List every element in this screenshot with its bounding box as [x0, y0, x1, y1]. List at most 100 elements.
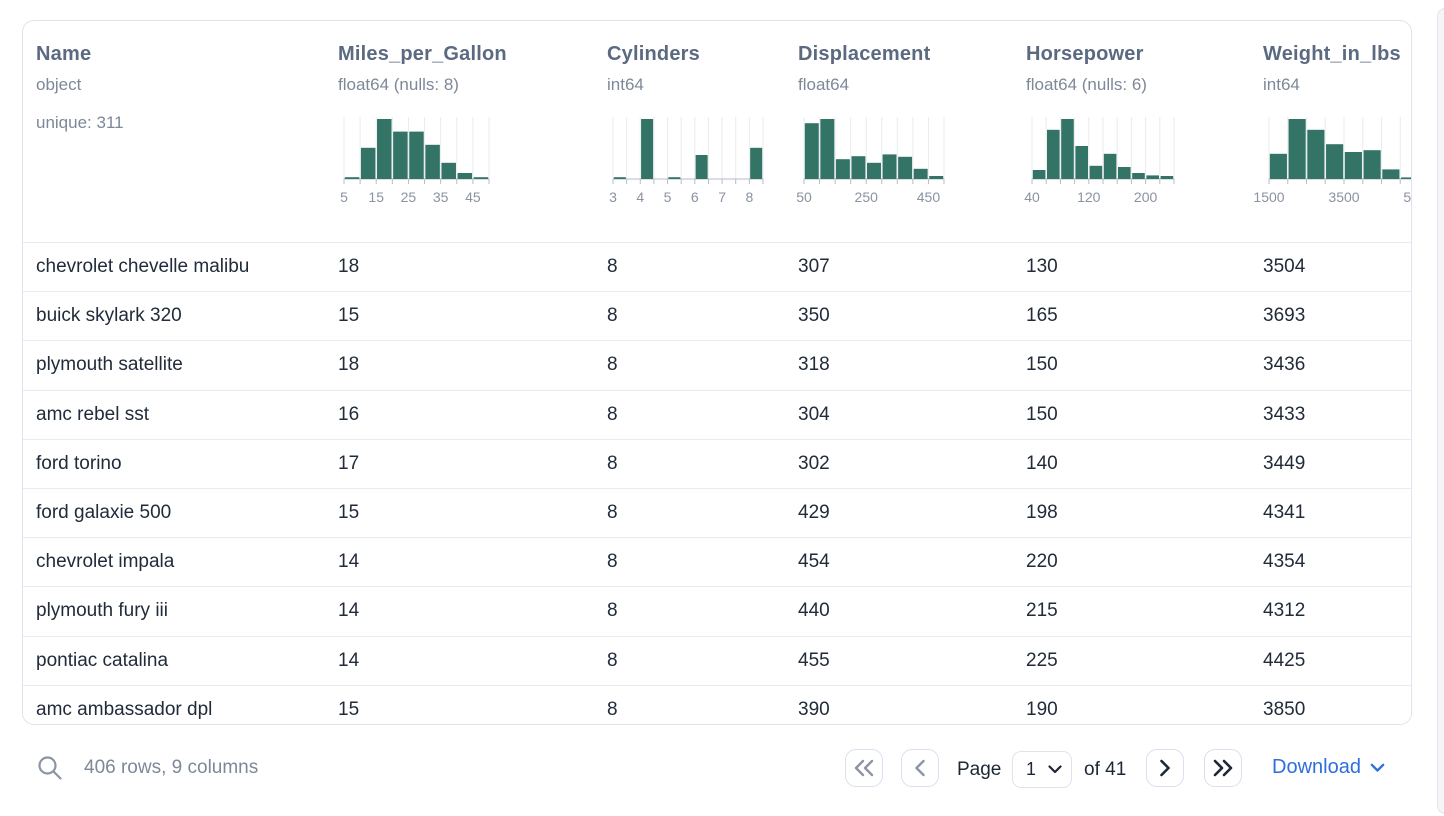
chevron-down-icon [1370, 763, 1385, 772]
column-name: Horsepower [1026, 43, 1144, 65]
table-cell: 18 [338, 354, 360, 376]
column-dtype: int64 [607, 75, 644, 94]
search-button[interactable] [36, 754, 64, 782]
column-header-cylinders[interactable]: Cylinders int64 3 4 5 6 7 8 [607, 43, 764, 205]
download-button[interactable]: Download [1272, 756, 1385, 779]
previous-page-button[interactable] [901, 749, 939, 787]
table-cell: chevrolet impala [36, 551, 175, 573]
column-name: Miles_per_Gallon [338, 43, 507, 65]
vertical-scrollbar[interactable] [1437, 8, 1444, 814]
table-cell: 302 [798, 452, 830, 474]
table-cell: 4354 [1263, 551, 1306, 573]
svg-text:3500: 3500 [1328, 189, 1359, 205]
table-row[interactable]: buick skylark 320 15 8 350 165 3693 [23, 291, 1411, 341]
svg-text:35: 35 [433, 189, 449, 205]
table-cell: pontiac catalina [36, 649, 169, 671]
table-cell: 4312 [1263, 600, 1306, 622]
table-cell: 440 [798, 600, 830, 622]
column-dtype: float64 (nulls: 8) [338, 75, 459, 94]
svg-text:25: 25 [401, 189, 417, 205]
svg-text:15: 15 [368, 189, 384, 205]
table-cell: 198 [1026, 501, 1058, 523]
table-row[interactable]: ford torino 17 8 302 140 3449 [23, 438, 1411, 488]
svg-text:1500: 1500 [1253, 189, 1284, 205]
table-cell: 150 [1026, 403, 1058, 425]
table-cell: 307 [798, 256, 830, 277]
table-cell: 17 [338, 452, 360, 474]
column-dtype: float64 [798, 75, 850, 94]
column-histogram: 5 15 25 35 45 [340, 115, 507, 205]
table-cell: 3693 [1263, 305, 1306, 327]
column-header-miles_per_gallon[interactable]: Miles_per_Gallon float64 (nulls: 8) 5 15 25 3… [338, 43, 507, 205]
table-row[interactable]: plymouth satellite 18 8 318 150 3436 [23, 340, 1411, 390]
table-cell: 3850 [1263, 698, 1306, 720]
table-cell: 8 [607, 354, 618, 376]
table-cell: plymouth fury iii [36, 600, 168, 622]
table-cell: 8 [607, 305, 618, 327]
table-body: chevrolet chevelle malibu 18 8 307 130 3504 bu… [23, 242, 1411, 724]
download-label: Download [1272, 756, 1361, 778]
page-label: Page [957, 759, 1002, 780]
table-cell: 8 [607, 698, 618, 720]
table-row[interactable]: amc ambassador dpl 15 8 390 190 3850 [23, 684, 1411, 724]
table-cell: ford torino [36, 452, 122, 474]
svg-text:8: 8 [745, 189, 753, 205]
table-cell: 15 [338, 698, 360, 720]
svg-text:6: 6 [691, 189, 699, 205]
column-histogram: 50 250 450 [796, 115, 945, 205]
column-header-displacement[interactable]: Displacement float64 50 250 450 [796, 43, 945, 205]
table-cell: 3504 [1263, 256, 1306, 277]
next-page-button[interactable] [1146, 749, 1184, 787]
table-cell: 318 [798, 354, 830, 376]
svg-text:250: 250 [855, 189, 879, 205]
svg-text:120: 120 [1077, 189, 1101, 205]
chevron-right-icon [1160, 759, 1170, 777]
svg-text:50: 50 [796, 189, 812, 205]
svg-text:200: 200 [1134, 189, 1158, 205]
table-cell: 3433 [1263, 403, 1306, 425]
table-cell: 150 [1026, 354, 1058, 376]
table-cell: 215 [1026, 600, 1058, 622]
svg-text:7: 7 [718, 189, 726, 205]
column-header-weight_in_lbs[interactable]: Weight_in_lbs int64 1500 3500 5500 [1253, 43, 1411, 205]
table-cell: 455 [798, 649, 830, 671]
chevron-down-icon [1048, 765, 1062, 774]
chevron-left-icon [915, 759, 925, 777]
table-row[interactable]: plymouth fury iii 14 8 440 215 4312 [23, 586, 1411, 636]
page-select[interactable]: 1 [1012, 751, 1072, 788]
table-cell: 225 [1026, 649, 1058, 671]
column-histogram: 1500 3500 5500 [1253, 115, 1411, 205]
svg-text:4: 4 [636, 189, 644, 205]
column-name: Cylinders [607, 43, 700, 65]
table-row[interactable]: chevrolet impala 14 8 454 220 4354 [23, 537, 1411, 587]
table-row[interactable]: ford galaxie 500 15 8 429 198 4341 [23, 487, 1411, 538]
table-row[interactable]: pontiac catalina 14 8 455 225 4425 [23, 635, 1411, 685]
table-cell: 8 [607, 501, 618, 523]
table-row[interactable]: chevrolet chevelle malibu 18 8 307 130 3504 [23, 242, 1411, 292]
table-cell: 14 [338, 600, 360, 622]
row-column-summary: 406 rows, 9 columns [84, 757, 259, 778]
table-cell: 3436 [1263, 354, 1306, 376]
table-cell: 304 [798, 403, 830, 425]
column-dtype: float64 (nulls: 6) [1026, 75, 1147, 94]
first-page-button[interactable] [845, 749, 883, 787]
table-cell: 8 [607, 649, 618, 671]
table-cell: 3449 [1263, 452, 1306, 474]
double-chevron-left-icon [854, 759, 874, 777]
table-cell: 4425 [1263, 649, 1306, 671]
table-cell: 15 [338, 501, 360, 523]
last-page-button[interactable] [1204, 749, 1242, 787]
column-header-name[interactable]: Name object unique: 311 [36, 43, 124, 133]
column-name: Name [36, 43, 92, 65]
table-cell: 4341 [1263, 501, 1306, 523]
double-chevron-right-icon [1213, 759, 1233, 777]
column-header-horsepower[interactable]: Horsepower float64 (nulls: 6) 40 120 200 [1024, 43, 1175, 205]
table-cell: 14 [338, 551, 360, 573]
svg-text:5: 5 [664, 189, 672, 205]
table-cell: 220 [1026, 551, 1058, 573]
table-row[interactable]: amc rebel sst 16 8 304 150 3433 [23, 389, 1411, 439]
table-cell: buick skylark 320 [36, 305, 182, 327]
table-cell: 165 [1026, 305, 1058, 327]
column-unique-count: unique: 311 [36, 113, 124, 132]
